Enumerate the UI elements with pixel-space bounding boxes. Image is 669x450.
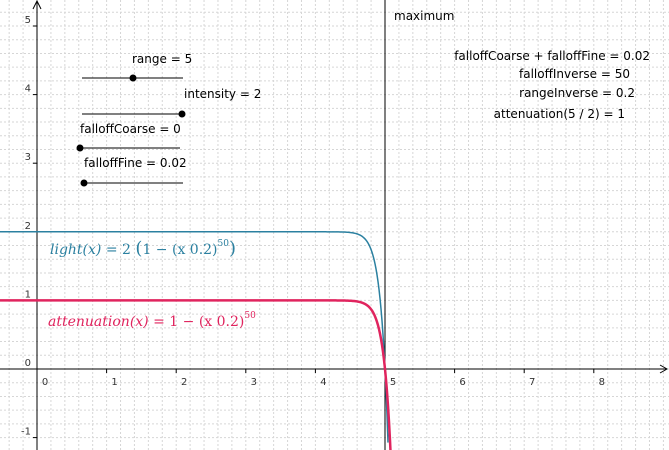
fn-exp: 50 <box>244 311 256 321</box>
slider-handle[interactable] <box>129 74 137 82</box>
paren: ) <box>229 238 236 259</box>
x-tick-label: 3 <box>251 377 257 388</box>
slider-handle[interactable] <box>76 144 84 152</box>
y-tick-label: 0 <box>25 358 31 369</box>
y-tick-label: 2 <box>25 221 31 232</box>
result-text: falloffCoarse + falloffFine = 0.02 <box>454 49 650 63</box>
fn-exp: 50 <box>218 239 230 249</box>
y-tick-label: 5 <box>25 15 31 26</box>
curve-label: attenuation(x) = 1 − (x 0.2)50 <box>48 311 256 330</box>
fn-coef: 2 <box>122 242 131 258</box>
fn-name: attenuation(x) <box>48 314 149 330</box>
slider-handle[interactable] <box>80 179 88 187</box>
x-tick-label: 4 <box>320 377 326 388</box>
result-text: falloffInverse = 50 <box>519 67 630 81</box>
y-tick-label: 3 <box>25 152 31 163</box>
result-text: rangeInverse = 0.2 <box>519 86 635 100</box>
slider-handle[interactable] <box>178 110 186 118</box>
fn-body: 1 − (x 0.2) <box>142 242 217 258</box>
y-tick-label: 1 <box>25 289 31 300</box>
x-tick-label: 7 <box>529 377 535 388</box>
slider-label: intensity = 2 <box>184 87 261 101</box>
results: falloffCoarse + falloffFine = 0.02 fallo… <box>454 49 650 121</box>
x-tick-label: 6 <box>459 377 465 388</box>
x-tick-label: 8 <box>599 377 605 388</box>
x-tick-label: 5 <box>390 377 396 388</box>
x-tick-label: 2 <box>181 377 187 388</box>
fn-body: 1 − (x 0.2) <box>169 314 244 330</box>
x-tick-label: 1 <box>111 377 117 388</box>
fn-eq: = <box>106 242 118 258</box>
result-text: attenuation(5 / 2) = 1 <box>494 107 625 121</box>
y-tick-label: 4 <box>25 84 31 95</box>
slider-label: falloffCoarse = 0 <box>80 122 181 136</box>
function-graph <box>0 231 389 443</box>
sliders: range = 5 intensity = 2 falloffCoarse = … <box>76 52 261 187</box>
plots <box>0 0 392 450</box>
slider-label: falloffFine = 0.02 <box>84 156 187 170</box>
function-graph <box>0 299 392 450</box>
slider-label: range = 5 <box>132 52 192 66</box>
paren: ( <box>135 238 142 259</box>
x-tick-label: 0 <box>42 377 48 388</box>
fn-eq: = <box>153 314 165 330</box>
y-tick-label: -1 <box>21 427 31 438</box>
curve-label: light(x) = 2 (1 − (x 0.2)50) <box>50 238 236 259</box>
y-arrow <box>32 0 42 10</box>
fn-name: light(x) <box>50 242 101 258</box>
x-arrow <box>659 364 669 374</box>
marker-label: maximum <box>394 9 454 23</box>
